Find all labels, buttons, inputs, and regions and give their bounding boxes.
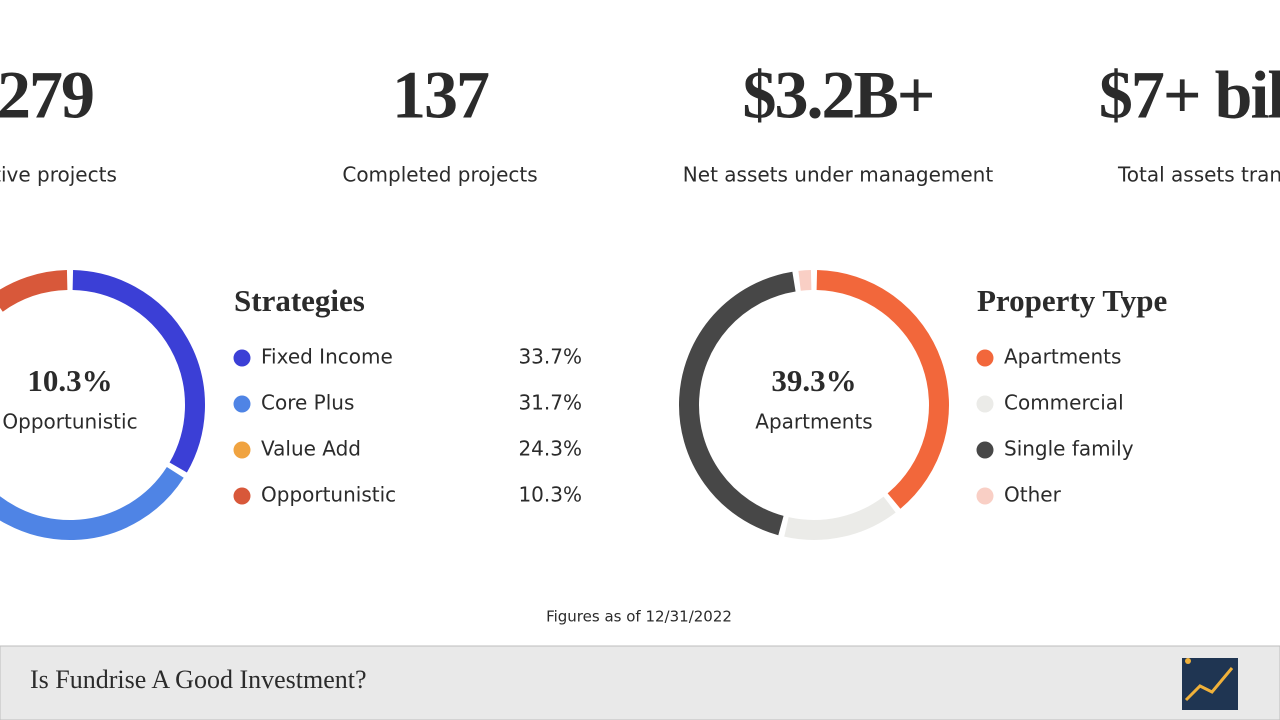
- chart-title: Property Type: [977, 283, 1167, 318]
- legend-swatch: [233, 395, 251, 413]
- stat-label: Total assets tran: [1117, 163, 1280, 187]
- center-value: 10.3%: [27, 363, 112, 398]
- center-label: Apartments: [755, 410, 872, 434]
- legend-label: Fixed Income: [261, 345, 393, 369]
- donut-segment: [0, 466, 184, 540]
- banner-icon: [1182, 658, 1238, 710]
- legend-swatch: [976, 395, 994, 413]
- stat-value: $7+ bill: [1099, 57, 1280, 133]
- legend-label: Core Plus: [261, 391, 354, 415]
- legend-label: Commercial: [1004, 391, 1124, 415]
- legend-label: Single family: [1004, 437, 1134, 461]
- value-label: 10.3%: [518, 483, 582, 507]
- donut-segment: [679, 271, 796, 536]
- legend-label: Other: [1004, 483, 1062, 507]
- center-label: Opportunistic: [2, 410, 137, 434]
- donut-segment: [816, 270, 949, 509]
- chart-title: Strategies: [234, 283, 365, 318]
- donut-segment: [0, 270, 68, 312]
- stat-label: Completed projects: [342, 163, 537, 187]
- stat-value: $3.2B+: [742, 57, 933, 133]
- donut-segment: [784, 496, 896, 540]
- banner-bar: [0, 645, 1280, 720]
- value-label: 31.7%: [518, 391, 582, 415]
- stat-value: 137: [392, 57, 489, 133]
- legend-swatch: [976, 349, 994, 367]
- legend-label: Value Add: [261, 437, 361, 461]
- banner-title: Is Fundrise A Good Investment?: [30, 665, 367, 694]
- donut-segment: [72, 270, 205, 473]
- stat-label: tive projects: [0, 163, 117, 187]
- stat-value: 279: [0, 57, 93, 133]
- legend-swatch: [976, 487, 994, 505]
- value-label: 24.3%: [518, 437, 582, 461]
- legend-label: Opportunistic: [261, 483, 396, 507]
- legend-label: Apartments: [1004, 345, 1121, 369]
- legend-swatch: [233, 441, 251, 459]
- legend-swatch: [233, 349, 251, 367]
- legend-swatch: [976, 441, 994, 459]
- donut-segment: [798, 270, 812, 291]
- stat-label: Net assets under management: [683, 163, 994, 187]
- value-label: 33.7%: [518, 345, 582, 369]
- legend-swatch: [233, 487, 251, 505]
- center-value: 39.3%: [771, 363, 856, 398]
- footnote: Figures as of 12/31/2022: [546, 608, 732, 626]
